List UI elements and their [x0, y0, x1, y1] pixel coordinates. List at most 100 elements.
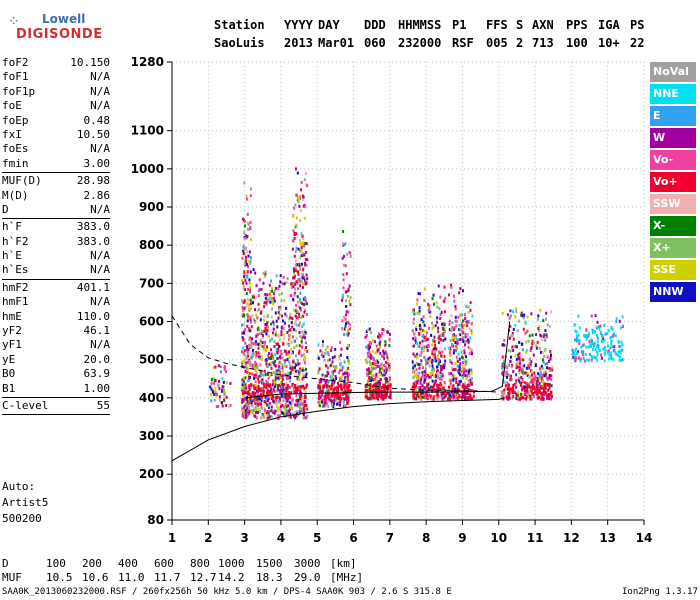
echo-point: [464, 317, 467, 320]
echo-point: [254, 342, 257, 346]
echo-point: [546, 323, 549, 327]
echo-point: [455, 334, 457, 338]
echo-point: [296, 196, 299, 200]
echo-point: [550, 377, 553, 381]
echo-point: [348, 284, 351, 288]
param-name: M(D): [2, 188, 29, 202]
echo-point: [299, 298, 301, 301]
echo-point: [259, 341, 262, 345]
echo-point: [289, 412, 292, 416]
echo-point: [349, 255, 352, 258]
echo-point: [377, 335, 379, 339]
echo-point: [509, 334, 512, 338]
echo-point: [551, 394, 553, 398]
echo-point: [412, 363, 415, 367]
echo-point: [252, 348, 254, 352]
echo-point: [432, 397, 435, 401]
echo-point: [252, 295, 255, 299]
param-value: 2.86: [83, 188, 111, 202]
echo-point: [376, 359, 379, 363]
echo-point: [419, 327, 421, 331]
echo-point: [508, 374, 511, 378]
echo-point: [428, 356, 431, 360]
echo-point: [386, 355, 389, 359]
echo-point: [282, 369, 284, 373]
echo-point: [420, 362, 423, 366]
echo-point: [346, 321, 349, 325]
echo-point: [433, 302, 435, 306]
echo-point: [245, 194, 248, 198]
echo-point: [609, 355, 612, 359]
echo-point: [620, 359, 623, 362]
echo-point: [529, 374, 532, 378]
echo-point: [270, 322, 273, 326]
echo-point: [253, 399, 256, 402]
echo-point: [531, 378, 534, 382]
legend-item-sse: SSE: [650, 260, 696, 280]
echo-point: [452, 338, 455, 342]
echo-point: [535, 346, 538, 350]
echo-point: [461, 365, 464, 369]
echo-point: [347, 321, 350, 325]
echo-point: [411, 388, 414, 392]
echo-point: [317, 343, 320, 347]
header-label-yyyy: YYYY: [284, 18, 313, 32]
echo-point: [467, 379, 470, 383]
echo-point: [290, 340, 293, 344]
echo-point: [212, 365, 215, 369]
echo-point: [278, 399, 281, 403]
echo-point: [302, 237, 305, 241]
echo-point: [458, 328, 461, 332]
echo-point: [512, 327, 515, 331]
echo-point: [418, 377, 421, 381]
echo-point: [345, 299, 347, 303]
echo-point: [304, 336, 307, 340]
echo-point: [256, 384, 258, 388]
echo-point: [530, 390, 533, 394]
param-row: hmF1 N/A: [2, 295, 110, 309]
echo-point: [597, 325, 600, 329]
echo-point: [454, 304, 457, 308]
echo-point: [266, 403, 268, 407]
echo-point: [549, 369, 552, 373]
echo-point: [325, 379, 328, 383]
echo-point: [255, 380, 258, 383]
echo-point: [536, 388, 539, 392]
echo-point: [244, 413, 247, 417]
echo-point: [372, 383, 375, 387]
echo-point: [301, 276, 304, 280]
echo-point: [549, 393, 552, 397]
echo-point: [517, 353, 520, 357]
echo-point: [246, 400, 249, 404]
echo-point: [225, 395, 228, 399]
echo-point: [369, 356, 372, 360]
echo-point: [280, 365, 283, 369]
echo-point: [260, 395, 263, 399]
echo-point: [604, 332, 607, 336]
echo-point: [512, 386, 514, 390]
echo-point: [266, 416, 269, 420]
echo-point: [290, 321, 293, 325]
echo-point: [287, 404, 290, 408]
param-divider: [2, 278, 110, 280]
echo-point: [299, 406, 302, 410]
echo-point: [451, 321, 454, 324]
echo-point: [512, 349, 515, 352]
echo-point: [293, 267, 296, 271]
echo-point: [265, 347, 268, 351]
echo-point: [286, 385, 289, 389]
echo-point: [513, 344, 516, 348]
echo-point: [274, 353, 277, 357]
echo-point: [348, 299, 351, 303]
echo-point: [326, 359, 329, 363]
echo-point: [383, 328, 386, 332]
logo-mark-icon: ⁘: [8, 14, 20, 30]
echo-point: [513, 383, 516, 387]
echo-point: [346, 252, 349, 256]
echo-point: [258, 397, 261, 401]
echo-point: [440, 378, 443, 382]
echo-point: [617, 353, 620, 357]
echo-point: [247, 347, 250, 351]
param-name: h`F: [2, 220, 22, 234]
echo-point: [262, 382, 265, 386]
